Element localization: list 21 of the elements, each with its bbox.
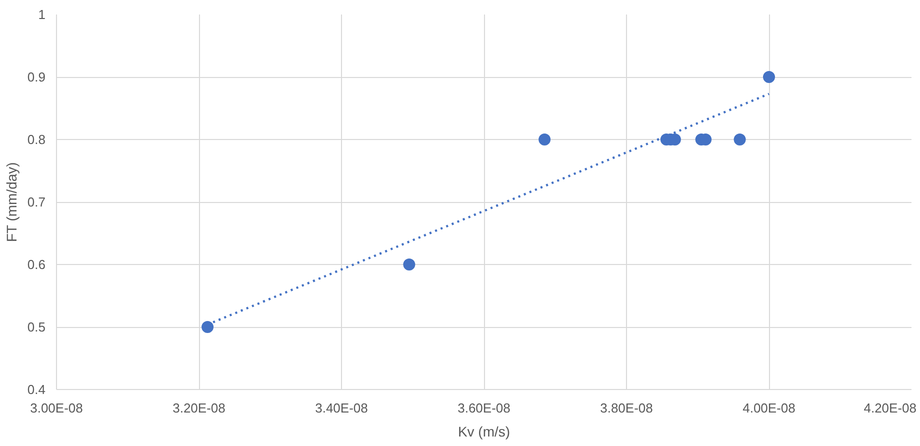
y-axis-title: FT (mm/day): [3, 162, 20, 242]
x-axis-title: Kv (m/s): [458, 424, 510, 440]
point: [763, 71, 775, 83]
point: [403, 258, 416, 270]
x-tick-label: 4.00E-08: [742, 400, 796, 416]
point: [734, 134, 746, 146]
x-tick-label: 3.20E-08: [172, 400, 226, 416]
y-tick-label: 0.6: [27, 257, 46, 272]
y-tick-label: 0.5: [27, 320, 46, 334]
y-tick-label: 0.8: [27, 132, 46, 147]
x-tick-label: 3.80E-08: [600, 400, 653, 416]
y-tick-label: 1: [38, 7, 46, 22]
point: [538, 134, 551, 146]
x-tick-label: 3.40E-08: [315, 400, 368, 416]
y-tick-label: 0.9: [27, 70, 46, 84]
x-tick-label: 3.00E-08: [30, 400, 83, 416]
x-tick-label: 3.60E-08: [458, 400, 510, 416]
x-tick-label: 4.20E-08: [864, 400, 917, 416]
point: [202, 321, 214, 333]
y-tick-label: 0.7: [27, 194, 46, 210]
y-tick-label: 0.4: [27, 382, 46, 397]
